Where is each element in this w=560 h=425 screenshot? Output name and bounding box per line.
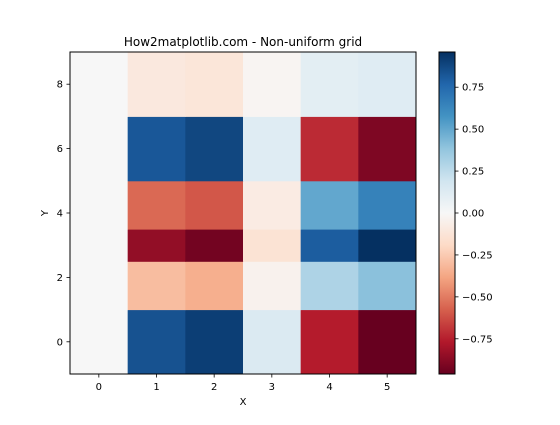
heatmap-cell: [185, 229, 244, 262]
colorbar-tick-label: 0.75: [462, 83, 484, 94]
colorbar-tick-label: −0.25: [462, 250, 493, 261]
heatmap-cell: [300, 116, 359, 182]
heatmap-cell: [358, 52, 417, 117]
x-axis-ticks: 0 1 2 3 4 5: [96, 374, 390, 393]
heatmap-cell: [358, 229, 417, 262]
heatmap-cell: [358, 261, 417, 311]
colorbar-tick-label: 0.50: [462, 125, 484, 136]
x-tick-label: 5: [384, 382, 390, 393]
heatmap-cells: [70, 52, 417, 375]
colorbar-tick-label: 0.00: [462, 209, 484, 220]
chart-title: How2matplotlib.com - Non-uniform grid: [124, 35, 362, 49]
heatmap-cell: [243, 309, 302, 375]
heatmap-cell: [185, 52, 244, 117]
heatmap-cell: [300, 180, 359, 230]
y-tick-label: 0: [57, 337, 63, 348]
x-tick-label: 0: [96, 382, 102, 393]
heatmap-cell: [358, 309, 417, 375]
heatmap-cell: [243, 52, 302, 117]
colorbar-tick-label: 0.25: [462, 167, 484, 178]
colorbar-tick-label: −0.50: [462, 292, 493, 303]
heatmap-cell: [185, 180, 244, 230]
heatmap-cell: [70, 180, 129, 230]
heatmap-cell: [127, 229, 186, 262]
x-axis-label: X: [240, 397, 247, 408]
heatmap-cell: [300, 261, 359, 311]
axes-frame: [69, 51, 417, 375]
heatmap-cell: [70, 229, 129, 262]
y-tick-label: 4: [57, 209, 63, 220]
colorbar-ticks: 0.75 0.50 0.25 0.00 −0.25 −0.50 −0.75: [455, 83, 493, 345]
y-tick-label: 6: [57, 144, 63, 155]
heatmap-cell: [127, 180, 186, 230]
heatmap-cell: [300, 229, 359, 262]
heatmap-cell: [70, 52, 129, 117]
y-tick-label: 8: [57, 80, 63, 91]
heatmap-cell: [358, 116, 417, 182]
heatmap-cell: [185, 309, 244, 375]
heatmap-cell: [70, 116, 129, 182]
heatmap-cell: [185, 261, 244, 311]
heatmap-cell: [127, 116, 186, 182]
heatmap-cell: [127, 52, 186, 117]
heatmap-cell: [127, 261, 186, 311]
heatmap-cell: [127, 309, 186, 375]
x-tick-label: 1: [153, 382, 159, 393]
colorbar: [439, 52, 455, 374]
colorbar-tick-label: −0.75: [462, 334, 493, 345]
heatmap-cell: [243, 261, 302, 311]
y-axis-label: Y: [40, 209, 51, 217]
y-axis-ticks: 0 2 4 6 8: [57, 80, 70, 348]
x-tick-label: 3: [269, 382, 275, 393]
heatmap-cell: [185, 116, 244, 182]
heatmap-cell: [243, 229, 302, 262]
x-tick-label: 4: [326, 382, 332, 393]
heatmap-cell: [358, 180, 417, 230]
x-tick-label: 2: [211, 382, 217, 393]
heatmap-cell: [70, 309, 129, 375]
heatmap-cell: [300, 309, 359, 375]
y-tick-label: 2: [57, 273, 63, 284]
heatmap-cell: [243, 116, 302, 182]
heatmap-cell: [70, 261, 129, 311]
heatmap-cell: [243, 180, 302, 230]
heatmap-cell: [300, 52, 359, 117]
